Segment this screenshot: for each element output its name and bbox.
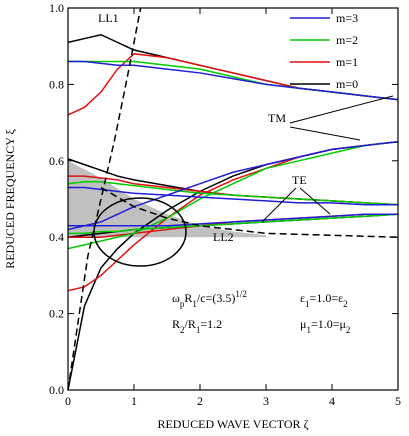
highlight-ellipse <box>93 197 187 267</box>
annotation-part: =1.2 <box>200 317 222 331</box>
annotation-arrows <box>261 95 394 223</box>
curve <box>67 140 399 250</box>
annotation-part: 2 <box>343 299 348 309</box>
y-axis-label: REDUCED FREQUENCY ξ <box>3 129 17 269</box>
annotation-part: =1.0=ε <box>310 291 344 305</box>
x-tick-label: 1 <box>131 394 137 408</box>
curve <box>68 213 398 227</box>
annotation-part: /R <box>185 317 196 331</box>
legend-label: m=1 <box>336 55 358 69</box>
curve <box>68 60 399 101</box>
line-label: LL1 <box>98 11 119 25</box>
curve <box>67 181 399 206</box>
x-tick-label: 3 <box>263 394 269 408</box>
legend-label: m=0 <box>336 77 358 91</box>
y-tick-label: 0.6 <box>49 154 64 168</box>
x-tick-label: 5 <box>395 394 401 408</box>
curve <box>67 140 399 231</box>
annotation-part: p <box>180 299 185 309</box>
legend-label: m=2 <box>336 33 358 47</box>
line-label: LL2 <box>213 230 234 244</box>
annotation-part: =1.0=μ <box>311 317 346 331</box>
y-tick-label: 0.2 <box>49 307 64 321</box>
annotation-part: 1 <box>196 325 201 335</box>
annotation-part: ω <box>172 291 180 305</box>
light-line <box>67 7 142 391</box>
x-axis-label: REDUCED WAVE VECTOR ζ <box>157 417 308 431</box>
curve <box>68 213 399 235</box>
annotation: ε1=1.0=ε2 <box>300 291 348 309</box>
legend-label: m=3 <box>336 11 358 25</box>
annotation: R2/R1=1.2 <box>172 317 222 335</box>
y-tick-label: 1.0 <box>49 1 64 15</box>
x-tick-label: 0 <box>65 394 71 408</box>
annotation-part: 1 <box>306 325 311 335</box>
annotation-part: /c=(3.5) <box>197 291 235 305</box>
x-tick-label: 2 <box>197 394 203 408</box>
curve <box>68 186 398 206</box>
annotation: μ1=1.0=μ2 <box>300 317 350 335</box>
annotation-part: R <box>172 317 180 331</box>
annotation-part: 1 <box>192 299 197 309</box>
y-tick-label: 0.8 <box>49 77 64 91</box>
annotation-part: μ <box>300 317 306 331</box>
curve <box>67 140 399 391</box>
annotation-part: R <box>184 291 192 305</box>
annotation: TE <box>292 173 307 187</box>
shaded-region <box>68 160 266 238</box>
annotation-part: 2 <box>346 325 351 335</box>
annotation: ωpR1/c=(3.5)1/2 <box>172 289 247 309</box>
y-tick-label: 0.4 <box>49 230 64 244</box>
x-tick-label: 4 <box>329 394 335 408</box>
annotation-part: 1/2 <box>235 289 247 299</box>
annotation: TM <box>268 111 286 125</box>
annotation-part: 2 <box>180 325 185 335</box>
annotation-part: 1 <box>305 299 310 309</box>
y-tick-label: 0.0 <box>49 383 64 397</box>
annotation-part: ε <box>300 291 305 305</box>
plot-frame <box>67 7 399 391</box>
